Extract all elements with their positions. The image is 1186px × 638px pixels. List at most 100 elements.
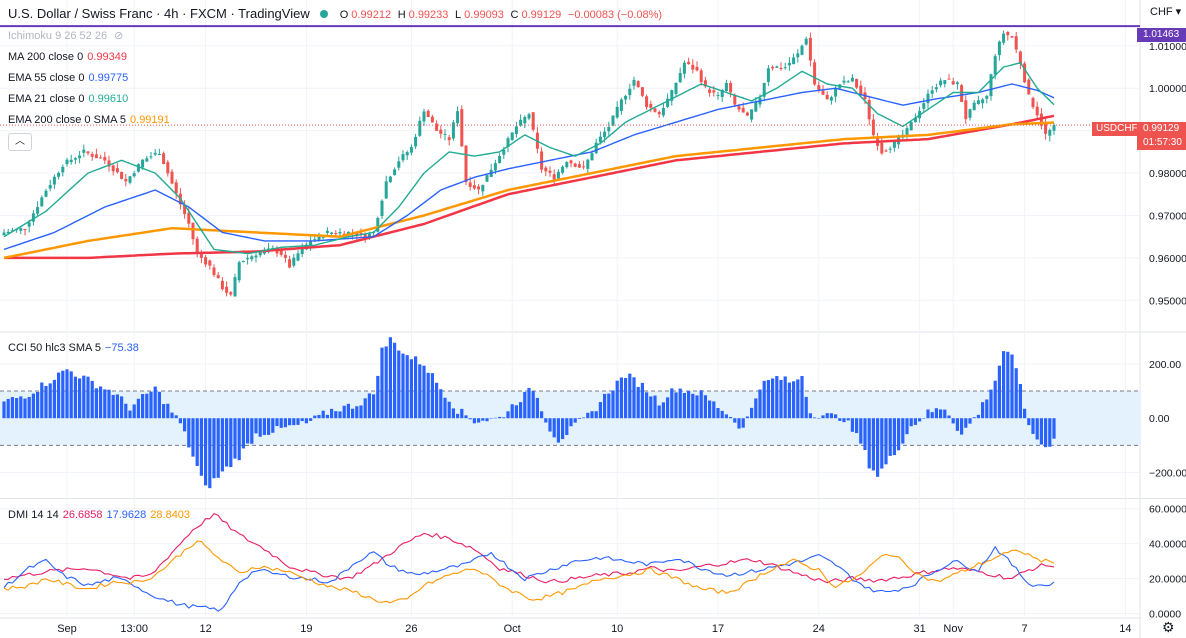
cci-bar[interactable]	[892, 418, 896, 456]
candle-body[interactable]	[981, 99, 985, 104]
cci-bar[interactable]	[414, 356, 418, 419]
cci-bar[interactable]	[258, 418, 262, 437]
candle-body[interactable]	[905, 128, 909, 135]
cci-bar[interactable]	[813, 417, 817, 419]
candle-body[interactable]	[674, 82, 678, 94]
cci-bar[interactable]	[384, 346, 388, 419]
cci-bar[interactable]	[951, 418, 955, 424]
cci-bar[interactable]	[666, 397, 670, 419]
cci-bar[interactable]	[590, 411, 594, 419]
candle-body[interactable]	[867, 100, 871, 120]
candle-body[interactable]	[632, 79, 636, 86]
cci-bar[interactable]	[804, 396, 808, 419]
candle-body[interactable]	[968, 109, 972, 118]
candle-body[interactable]	[82, 149, 86, 153]
cci-bar[interactable]	[619, 377, 623, 419]
cci-bar[interactable]	[905, 418, 909, 435]
candle-body[interactable]	[174, 182, 178, 194]
cci-bar[interactable]	[871, 418, 875, 471]
candle-body[interactable]	[300, 247, 304, 255]
cci-bar[interactable]	[2, 401, 6, 419]
candle-body[interactable]	[640, 87, 644, 96]
cci-bar[interactable]	[351, 408, 355, 419]
cci-bar[interactable]	[787, 382, 791, 419]
candle-body[interactable]	[325, 230, 329, 233]
cci-bar[interactable]	[670, 388, 674, 419]
cci-bar[interactable]	[262, 418, 266, 435]
candle-body[interactable]	[1010, 36, 1014, 38]
cci-bar[interactable]	[141, 394, 145, 419]
cci-bar[interactable]	[842, 418, 846, 423]
candle-body[interactable]	[922, 103, 926, 109]
cci-bar[interactable]	[880, 418, 884, 469]
candle-body[interactable]	[292, 257, 296, 266]
cci-bar[interactable]	[661, 402, 665, 419]
cci-bar[interactable]	[514, 405, 518, 419]
candle-body[interactable]	[414, 136, 418, 147]
cci-bar[interactable]	[985, 399, 989, 419]
cci-bar[interactable]	[430, 373, 434, 419]
cci-bar[interactable]	[699, 390, 703, 419]
cci-bar[interactable]	[922, 418, 926, 419]
candle-body[interactable]	[607, 126, 611, 132]
cci-bar[interactable]	[275, 418, 279, 427]
candle-body[interactable]	[729, 83, 733, 93]
candle-body[interactable]	[250, 256, 254, 260]
candle-body[interactable]	[762, 82, 766, 97]
cci-bar[interactable]	[775, 376, 779, 419]
cci-bar[interactable]	[489, 417, 493, 419]
candle-body[interactable]	[464, 145, 468, 183]
candle-body[interactable]	[628, 88, 632, 96]
candle-body[interactable]	[708, 89, 712, 93]
cci-bar[interactable]	[901, 418, 905, 444]
ema200-line[interactable]	[3, 121, 1055, 260]
cci-bar[interactable]	[687, 391, 691, 419]
candle-body[interactable]	[338, 232, 342, 234]
cci-bar[interactable]	[170, 412, 174, 419]
candle-body[interactable]	[523, 117, 527, 124]
cci-bar[interactable]	[766, 380, 770, 419]
candle-body[interactable]	[783, 67, 787, 69]
candle-body[interactable]	[195, 238, 199, 253]
cci-bar[interactable]	[334, 411, 338, 419]
candle-body[interactable]	[993, 56, 997, 75]
candle-body[interactable]	[527, 114, 531, 119]
cci-bar[interactable]	[955, 418, 959, 431]
cci-bar[interactable]	[745, 416, 749, 419]
cci-bar[interactable]	[628, 373, 632, 419]
candle-body[interactable]	[871, 119, 875, 136]
candle-body[interactable]	[636, 81, 640, 88]
cci-bar[interactable]	[876, 418, 880, 477]
candle-body[interactable]	[443, 133, 447, 135]
cci-bar[interactable]	[540, 411, 544, 419]
candle-body[interactable]	[296, 253, 300, 261]
hidden-eye-icon[interactable]: ⊘	[114, 30, 124, 42]
candle-body[interactable]	[502, 150, 506, 155]
candle-body[interactable]	[712, 90, 716, 93]
cci-bar[interactable]	[909, 418, 913, 427]
cci-bar[interactable]	[288, 418, 292, 426]
cci-bar[interactable]	[993, 380, 997, 419]
candle-body[interactable]	[409, 147, 413, 153]
cci-bar[interactable]	[36, 391, 40, 419]
cci-bar[interactable]	[468, 418, 472, 420]
candle-body[interactable]	[943, 80, 947, 84]
cci-bar[interactable]	[279, 418, 283, 428]
cci-bar[interactable]	[292, 418, 296, 426]
cci-bar[interactable]	[565, 418, 569, 435]
ema55-line[interactable]	[3, 83, 1055, 251]
cci-bar[interactable]	[23, 398, 27, 419]
candle-body[interactable]	[40, 197, 44, 207]
candle-body[interactable]	[598, 136, 602, 143]
candle-body[interactable]	[334, 233, 338, 235]
cci-bar[interactable]	[653, 395, 657, 419]
cci-bar[interactable]	[603, 393, 607, 419]
cci-bar[interactable]	[481, 418, 485, 421]
candle-body[interactable]	[544, 167, 548, 172]
cci-bar[interactable]	[611, 390, 615, 419]
candle-body[interactable]	[23, 229, 27, 231]
candle-body[interactable]	[48, 184, 52, 189]
cci-bar[interactable]	[556, 418, 560, 443]
cci-bar[interactable]	[367, 393, 371, 419]
candle-body[interactable]	[1027, 79, 1031, 95]
